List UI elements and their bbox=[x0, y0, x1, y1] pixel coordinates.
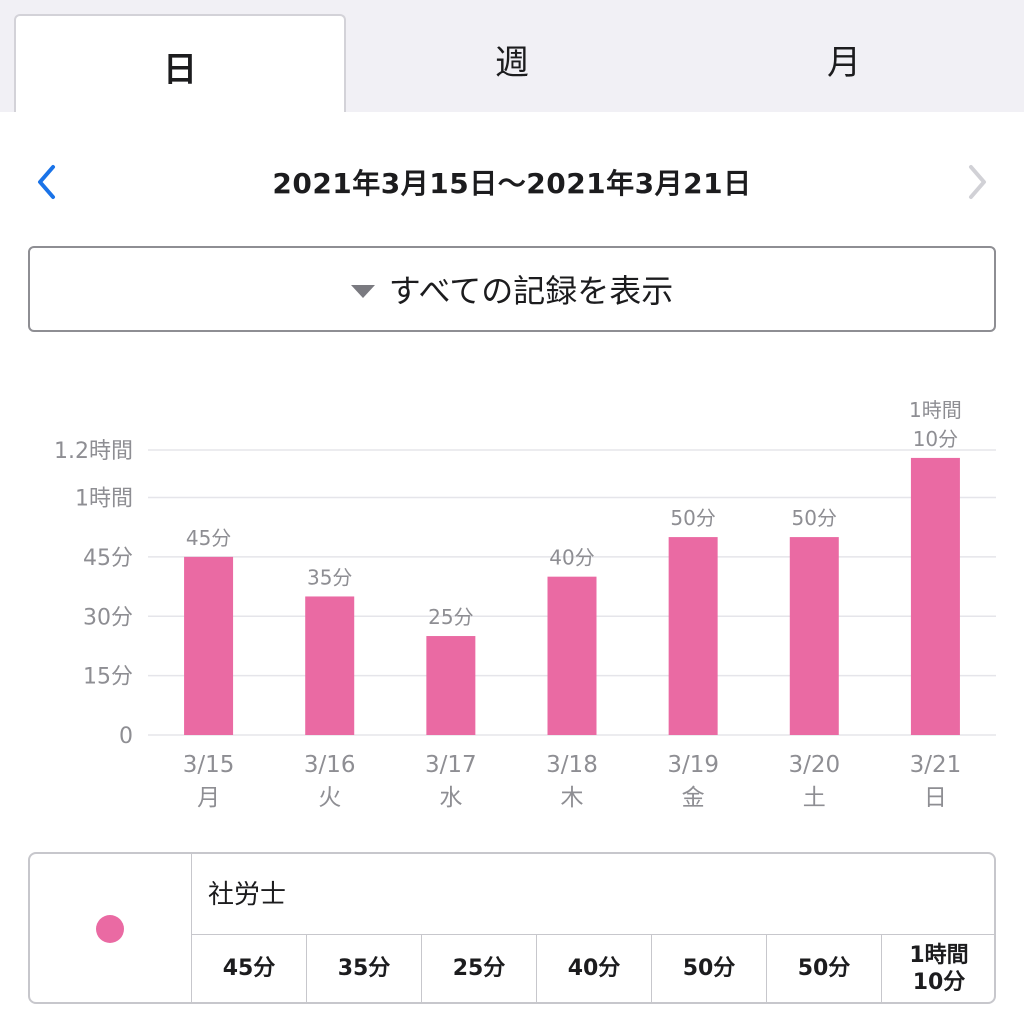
bar bbox=[426, 636, 476, 735]
x-weekday-label: 月 bbox=[197, 785, 220, 811]
bar-value-label: 35分 bbox=[307, 565, 352, 589]
summary-values-row: 45分 35分 25分 40分 50分 50分 1時間 10分 bbox=[192, 934, 994, 1002]
tab-week[interactable]: 週 bbox=[495, 42, 529, 83]
y-tick-label: 1時間 bbox=[75, 487, 133, 512]
tab-month[interactable]: 月 bbox=[827, 42, 861, 83]
bar bbox=[789, 537, 839, 735]
x-weekday-label: 水 bbox=[439, 785, 462, 811]
show-all-records-dropdown[interactable]: すべての記録を表示 bbox=[28, 246, 996, 332]
x-weekday-label: 木 bbox=[561, 785, 584, 811]
x-weekday-label: 土 bbox=[803, 785, 826, 811]
chevron-right-icon bbox=[969, 165, 986, 199]
x-tick-label: 3/19 bbox=[667, 752, 719, 778]
chevron-left-icon bbox=[38, 165, 55, 199]
y-tick-label: 15分 bbox=[83, 665, 133, 690]
bar-value-label: 40分 bbox=[549, 546, 594, 570]
x-tick-label: 3/21 bbox=[910, 752, 962, 778]
x-weekday-label: 火 bbox=[318, 785, 341, 811]
x-tick-label: 3/17 bbox=[425, 752, 477, 778]
y-tick-label: 30分 bbox=[83, 605, 133, 630]
x-weekday-label: 日 bbox=[924, 785, 947, 811]
x-tick-label: 3/15 bbox=[183, 752, 235, 778]
summary-value: 40分 bbox=[536, 935, 651, 1002]
bar bbox=[305, 596, 355, 735]
period-tab-bar: 日 週 月 bbox=[0, 0, 1024, 112]
series-color-dot bbox=[96, 915, 124, 943]
bar bbox=[910, 457, 960, 735]
bar bbox=[547, 576, 597, 735]
bar bbox=[668, 537, 718, 735]
x-tick-label: 3/18 bbox=[546, 752, 598, 778]
x-tick-label: 3/16 bbox=[304, 752, 356, 778]
previous-week-button[interactable] bbox=[26, 160, 70, 204]
date-range-label: 2021年3月15日〜2021年3月21日 bbox=[272, 167, 752, 200]
y-tick-label: 0 bbox=[119, 724, 133, 749]
study-time-bar-chart: 0 15分 30分 45分 1時間 1.2時間 45分 3/15 月 35分 3/16 火 25分 3/1… bbox=[54, 398, 996, 811]
show-all-records-label: すべての記録を表示 bbox=[388, 272, 674, 310]
caret-down-icon bbox=[350, 284, 375, 298]
summary-table: 社労士 45分 35分 25分 40分 50分 50分 1時間 10分 bbox=[28, 852, 996, 1004]
summary-value: 35分 bbox=[306, 935, 421, 1002]
bar-value-label: 45分 bbox=[186, 526, 231, 550]
summary-value: 45分 bbox=[222, 956, 276, 982]
summary-value: 50分 bbox=[766, 935, 881, 1002]
x-weekday-label: 金 bbox=[682, 785, 705, 811]
series-name: 社労士 bbox=[208, 880, 287, 910]
bar-value-label: 50分 bbox=[792, 506, 837, 530]
y-tick-label: 45分 bbox=[83, 546, 133, 571]
bar-value-label: 50分 bbox=[670, 506, 715, 530]
tab-day[interactable]: 日 bbox=[14, 14, 346, 112]
bar-value-label: 10分 bbox=[913, 427, 958, 451]
legend-cell bbox=[30, 854, 192, 1002]
x-tick-label: 3/20 bbox=[788, 752, 840, 778]
bar bbox=[184, 556, 234, 735]
bar-value-label: 25分 bbox=[428, 605, 473, 629]
summary-value: 1時間 10分 bbox=[881, 935, 994, 1002]
summary-value: 50分 bbox=[651, 935, 766, 1002]
bar-value-label: 1時間 bbox=[909, 398, 962, 422]
next-week-button[interactable] bbox=[954, 160, 998, 204]
summary-value: 25分 bbox=[421, 935, 536, 1002]
y-tick-label: 1.2時間 bbox=[54, 439, 133, 464]
